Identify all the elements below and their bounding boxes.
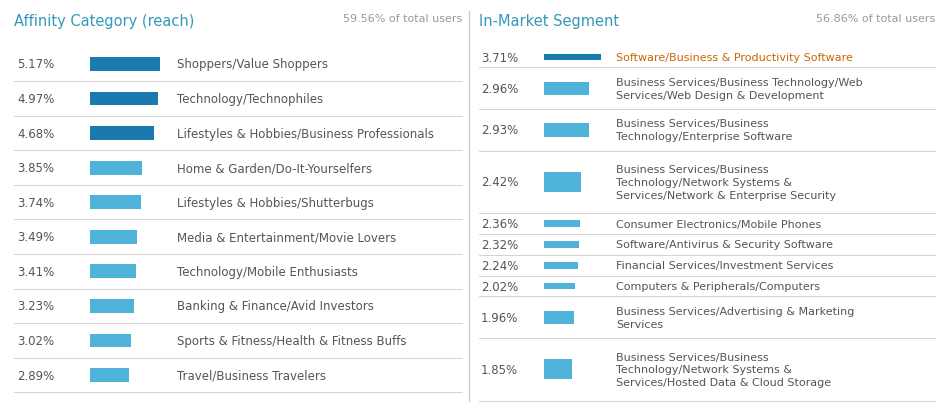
Text: 2.96%: 2.96% [481, 83, 519, 95]
Text: 3.02%: 3.02% [17, 334, 54, 347]
Text: Lifestyles & Hobbies/Business Professionals: Lifestyles & Hobbies/Business Profession… [177, 127, 435, 140]
Text: 2.36%: 2.36% [481, 218, 519, 230]
Text: 56.86% of total users: 56.86% of total users [817, 14, 935, 24]
Text: 1.85%: 1.85% [481, 363, 518, 376]
Text: In-Market Segment: In-Market Segment [479, 14, 620, 29]
Text: Technology/Technophiles: Technology/Technophiles [177, 93, 323, 106]
Text: 2.32%: 2.32% [481, 238, 519, 251]
Text: Home & Garden/Do-It-Yourselfers: Home & Garden/Do-It-Yourselfers [177, 162, 372, 175]
Text: Computers & Peripherals/Computers: Computers & Peripherals/Computers [616, 281, 819, 291]
Text: 2.93%: 2.93% [481, 124, 519, 137]
Text: Shoppers/Value Shoppers: Shoppers/Value Shoppers [177, 58, 328, 71]
Text: 3.23%: 3.23% [17, 300, 54, 313]
Text: Business Services/Business
Technology/Network Systems &
Services/Network & Enter: Business Services/Business Technology/Ne… [616, 165, 835, 200]
Text: Sports & Fitness/Health & Fitness Buffs: Sports & Fitness/Health & Fitness Buffs [177, 334, 406, 347]
Text: Business Services/Business
Technology/Network Systems &
Services/Hosted Data & C: Business Services/Business Technology/Ne… [616, 352, 831, 387]
Text: Affinity Category (reach): Affinity Category (reach) [14, 14, 194, 29]
Text: Media & Entertainment/Movie Lovers: Media & Entertainment/Movie Lovers [177, 231, 397, 244]
Text: 2.02%: 2.02% [481, 280, 519, 293]
Text: Technology/Mobile Enthusiasts: Technology/Mobile Enthusiasts [177, 265, 358, 278]
Text: 5.17%: 5.17% [17, 58, 55, 71]
Text: Business Services/Business Technology/Web
Services/Web Design & Development: Business Services/Business Technology/We… [616, 78, 863, 100]
Text: Banking & Finance/Avid Investors: Banking & Finance/Avid Investors [177, 300, 374, 313]
Text: Financial Services/Investment Services: Financial Services/Investment Services [616, 261, 834, 271]
Text: 2.24%: 2.24% [481, 259, 519, 272]
Text: 3.85%: 3.85% [17, 162, 54, 175]
Text: Software/Business & Productivity Software: Software/Business & Productivity Softwar… [616, 53, 852, 63]
Text: 3.41%: 3.41% [17, 265, 55, 278]
Text: 3.74%: 3.74% [17, 196, 55, 209]
Text: Travel/Business Travelers: Travel/Business Travelers [177, 369, 326, 382]
Text: Lifestyles & Hobbies/Shutterbugs: Lifestyles & Hobbies/Shutterbugs [177, 196, 374, 209]
Text: 4.97%: 4.97% [17, 93, 55, 106]
Text: Business Services/Advertising & Marketing
Services: Business Services/Advertising & Marketin… [616, 306, 854, 329]
Text: Software/Antivirus & Security Software: Software/Antivirus & Security Software [616, 240, 833, 250]
Text: 2.42%: 2.42% [481, 176, 519, 189]
Text: 2.89%: 2.89% [17, 369, 55, 382]
Text: 4.68%: 4.68% [17, 127, 55, 140]
Text: Consumer Electronics/Mobile Phones: Consumer Electronics/Mobile Phones [616, 219, 821, 229]
Text: 1.96%: 1.96% [481, 311, 519, 324]
Text: Business Services/Business
Technology/Enterprise Software: Business Services/Business Technology/En… [616, 119, 792, 142]
Text: 3.71%: 3.71% [481, 51, 519, 64]
Text: 3.49%: 3.49% [17, 231, 55, 244]
Text: 59.56% of total users: 59.56% of total users [343, 14, 462, 24]
